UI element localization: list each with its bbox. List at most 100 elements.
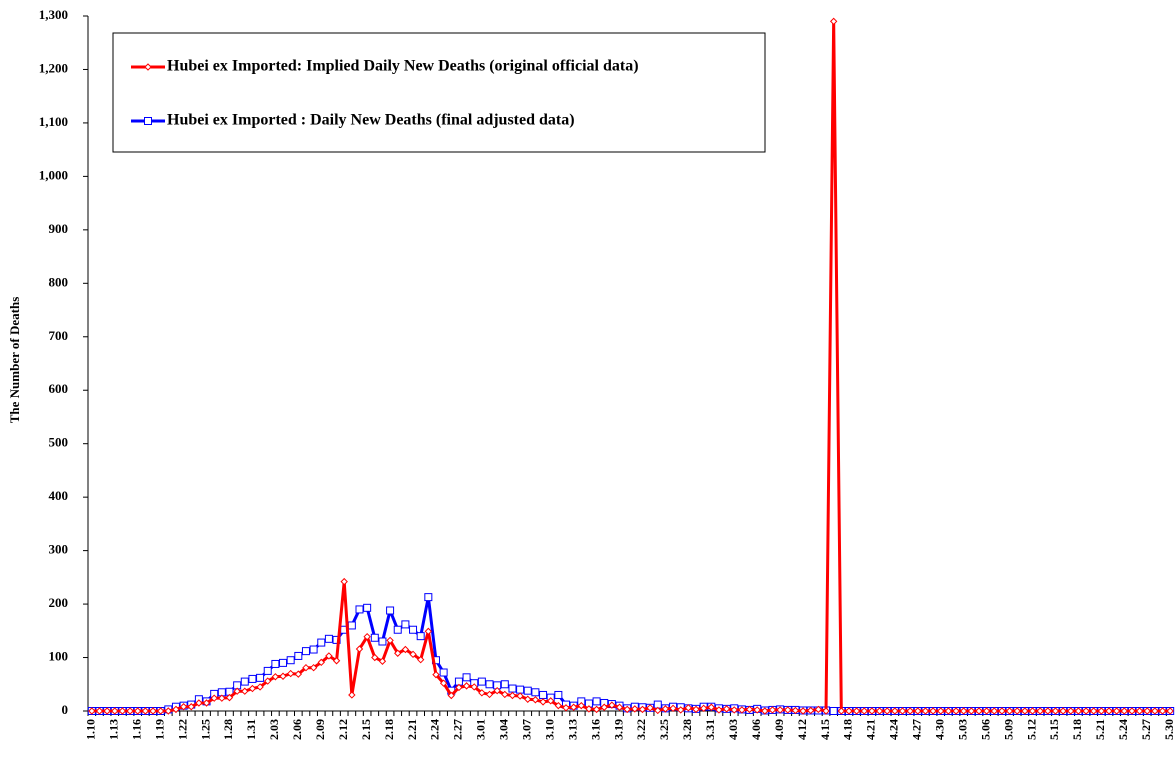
point xyxy=(1005,707,1014,715)
point xyxy=(126,707,134,715)
y-tick-label: 200 xyxy=(49,595,69,610)
point xyxy=(822,707,830,715)
x-tick-label: 3.28 xyxy=(680,719,694,740)
point xyxy=(332,657,341,665)
point xyxy=(144,117,152,125)
point xyxy=(156,707,165,715)
point xyxy=(990,707,998,715)
point xyxy=(355,645,364,653)
point xyxy=(799,707,807,715)
point xyxy=(294,651,303,660)
point xyxy=(569,703,578,711)
point xyxy=(592,697,601,706)
x-tick-label: 4.15 xyxy=(818,719,832,740)
point xyxy=(378,657,387,665)
point xyxy=(111,707,119,715)
series-line xyxy=(91,595,1171,713)
point xyxy=(814,705,823,714)
x-tick-label: 5.30 xyxy=(1162,719,1176,740)
point xyxy=(906,707,914,715)
point xyxy=(144,63,152,71)
point xyxy=(1143,707,1151,715)
y-tick-label: 800 xyxy=(49,274,69,289)
x-tick-label: 5.06 xyxy=(978,719,992,740)
point xyxy=(860,707,868,715)
y-tick-label: 700 xyxy=(49,328,69,343)
point xyxy=(439,679,448,687)
x-tick-label: 5.09 xyxy=(1001,719,1015,740)
point xyxy=(1021,707,1029,715)
point xyxy=(88,707,96,715)
x-tick-label: 5.03 xyxy=(955,719,969,740)
point xyxy=(554,690,563,699)
point xyxy=(684,704,693,712)
point xyxy=(730,706,738,714)
point xyxy=(225,693,234,702)
point xyxy=(394,649,402,657)
y-tick-label: 600 xyxy=(49,381,69,396)
point xyxy=(103,707,111,715)
point xyxy=(301,647,310,656)
point xyxy=(409,650,417,659)
point xyxy=(592,705,601,714)
x-tick-label: 1.16 xyxy=(129,719,143,740)
point xyxy=(1059,707,1067,715)
x-tick-label: 2.12 xyxy=(336,719,350,740)
point xyxy=(508,684,517,693)
point xyxy=(324,634,333,643)
point xyxy=(279,672,287,680)
point xyxy=(699,704,708,713)
point xyxy=(1013,707,1021,715)
point xyxy=(393,625,402,634)
point xyxy=(585,705,593,713)
point xyxy=(240,677,249,686)
point xyxy=(286,656,295,665)
point xyxy=(416,655,425,664)
point xyxy=(1097,707,1106,715)
point xyxy=(118,707,127,715)
point xyxy=(577,701,585,710)
x-tick-label: 2.18 xyxy=(382,719,396,740)
point xyxy=(455,683,463,692)
point xyxy=(1158,707,1167,715)
point xyxy=(998,707,1006,715)
x-tick-label: 3.19 xyxy=(611,719,625,740)
x-tick-label: 1.10 xyxy=(84,719,98,740)
point xyxy=(179,703,188,711)
point xyxy=(363,603,372,612)
x-tick-label: 3.07 xyxy=(520,719,534,740)
point xyxy=(959,707,968,715)
point xyxy=(1067,707,1075,715)
point xyxy=(409,625,418,634)
point xyxy=(248,674,257,683)
x-tick-label: 2.15 xyxy=(359,719,373,740)
point xyxy=(1082,707,1090,715)
point xyxy=(401,620,410,629)
point xyxy=(256,673,265,682)
point xyxy=(1166,707,1174,715)
point xyxy=(187,703,195,711)
point xyxy=(347,621,356,630)
point xyxy=(539,690,548,699)
x-tick-label: 2.21 xyxy=(405,719,419,740)
point xyxy=(944,707,953,715)
point xyxy=(1074,707,1083,715)
point xyxy=(692,705,700,714)
y-tick-label: 1,200 xyxy=(39,60,68,75)
x-tick-label: 4.12 xyxy=(795,719,809,740)
point xyxy=(271,673,280,681)
point xyxy=(715,706,723,714)
point xyxy=(623,705,631,714)
point xyxy=(508,691,517,700)
x-tick-label: 3.31 xyxy=(703,719,717,740)
point xyxy=(1135,707,1144,715)
point xyxy=(523,686,532,695)
point xyxy=(371,653,379,662)
point xyxy=(478,689,486,697)
point xyxy=(218,694,226,702)
point xyxy=(677,706,685,714)
point xyxy=(829,707,838,715)
x-tick-label: 1.28 xyxy=(221,719,235,740)
y-axis-label: The Number of Deaths xyxy=(7,297,22,424)
point xyxy=(531,696,540,704)
